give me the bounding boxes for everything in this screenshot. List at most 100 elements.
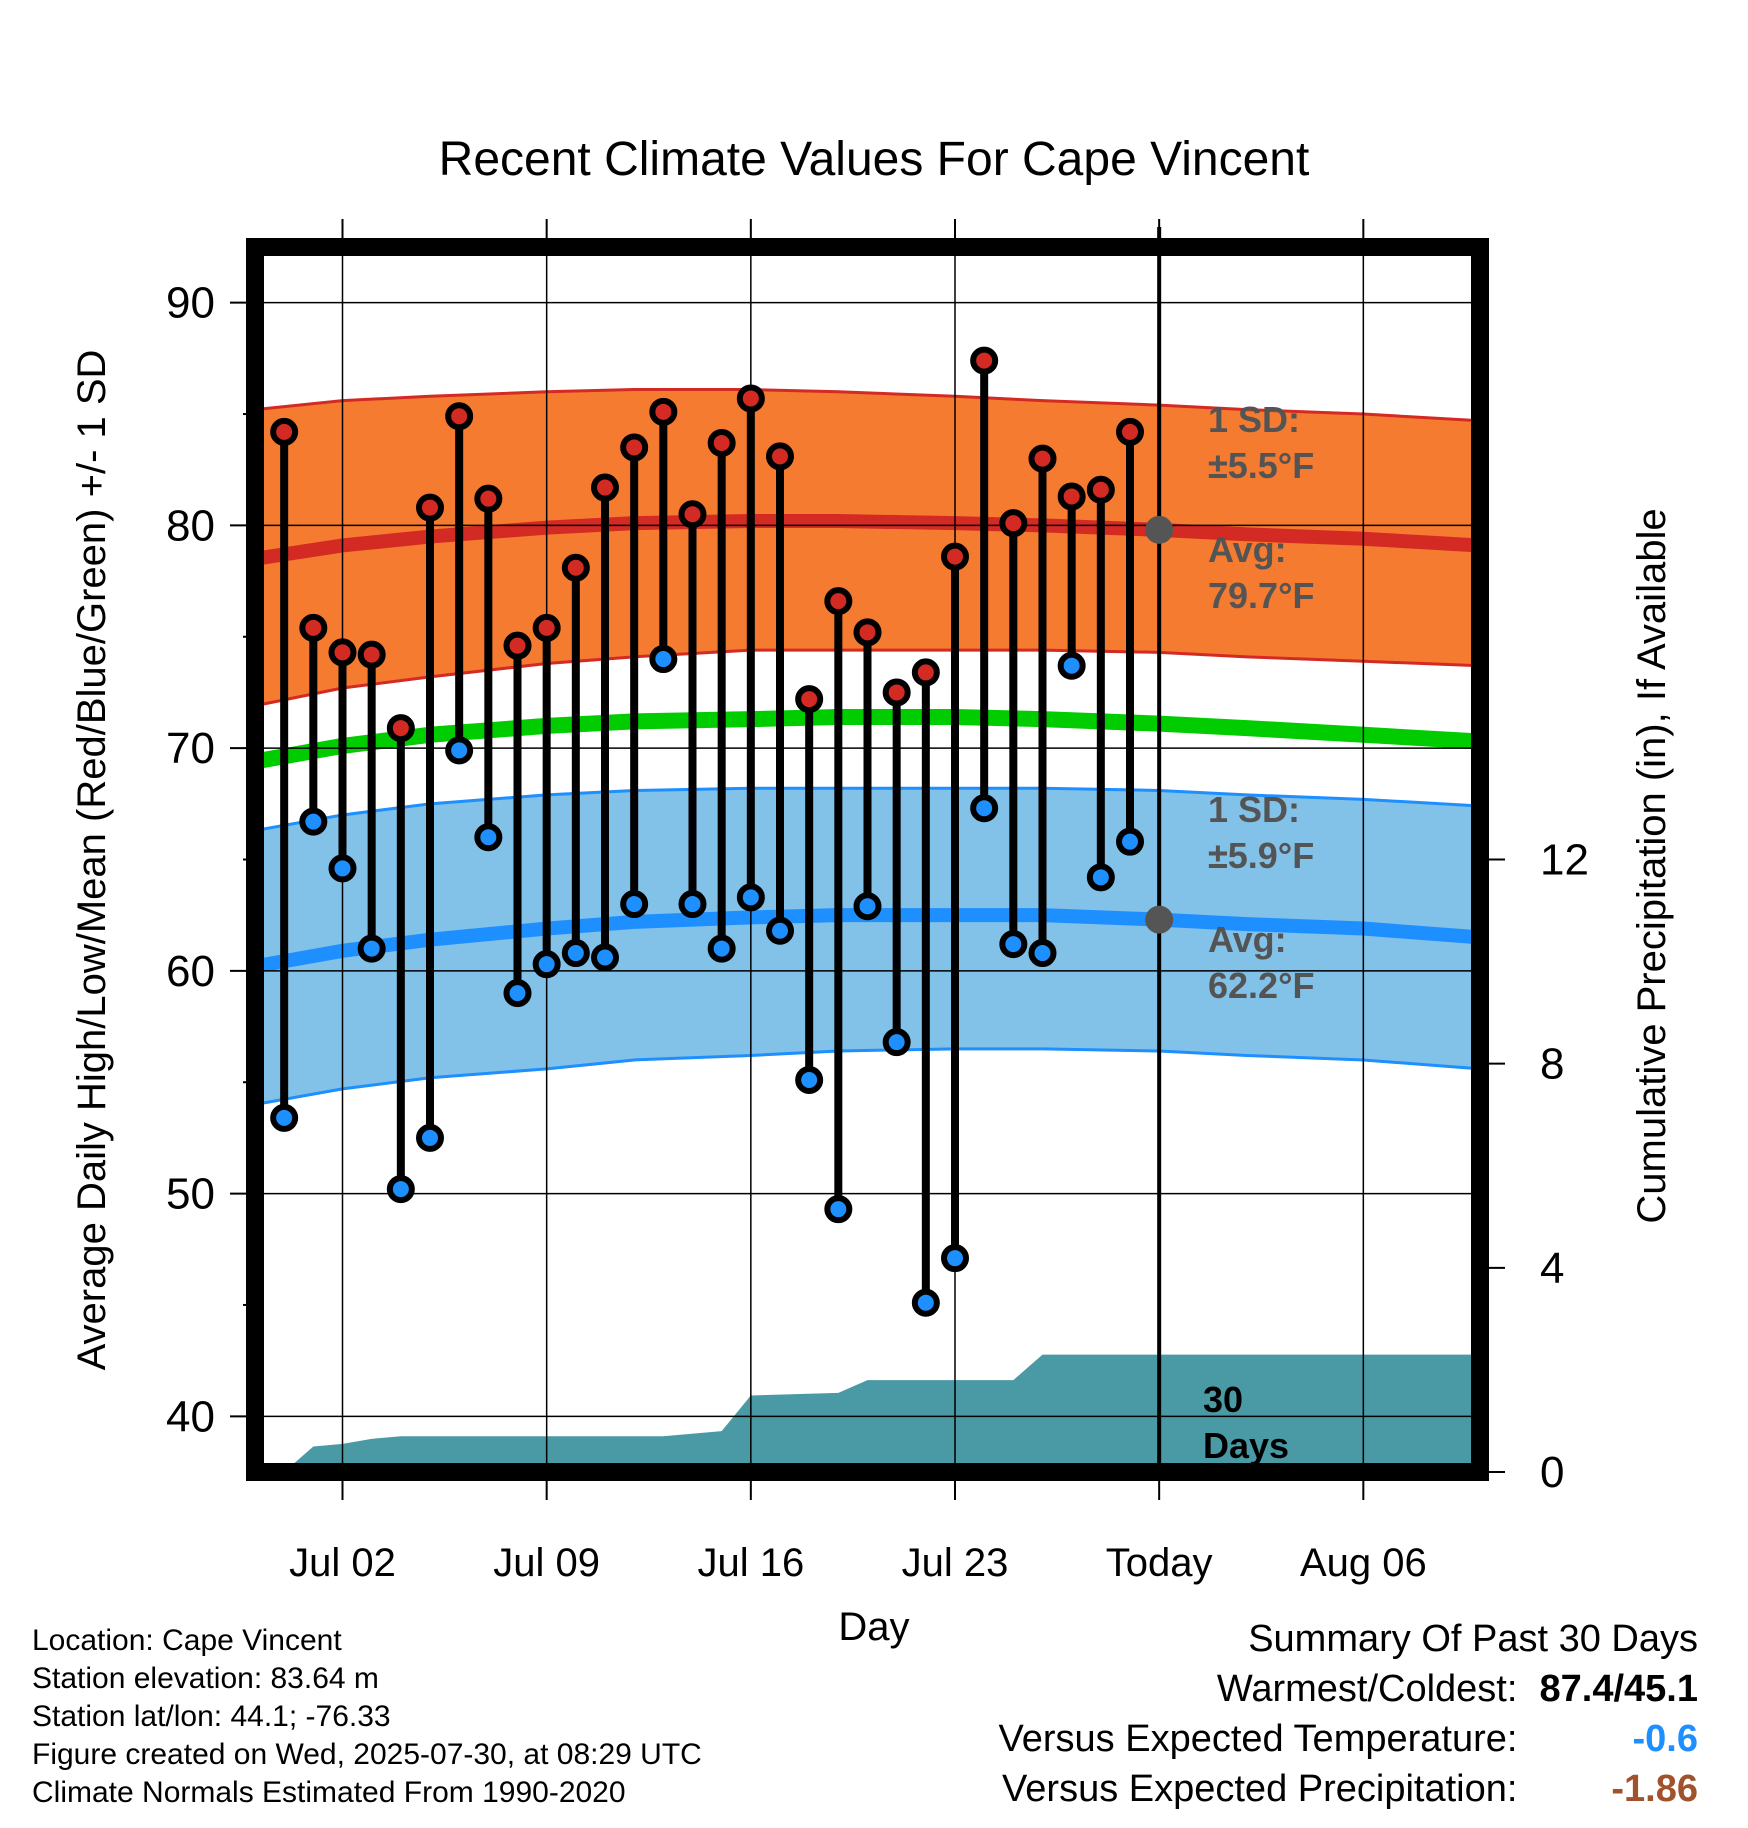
y2-axis-label: Cumulative Precipitation (in), If Availa… xyxy=(1630,508,1674,1223)
obs-low-point xyxy=(328,854,357,883)
obs-high-point xyxy=(853,618,882,647)
annot-high-sd-label: 1 SD: xyxy=(1208,399,1300,440)
obs-low-point xyxy=(1116,827,1144,856)
precip-label-line1: 30 xyxy=(1203,1379,1243,1420)
y-tick-label: 60 xyxy=(166,947,215,996)
precip-label-line2: Days xyxy=(1203,1425,1289,1466)
high-sd-upper-line xyxy=(255,388,1480,423)
obs-high-point xyxy=(1057,482,1086,511)
chart-title: Recent Climate Values For Cape Vincent xyxy=(439,133,1310,186)
obs-low-point xyxy=(591,943,619,972)
obs-low-point xyxy=(270,1103,299,1132)
x-tick-label: Jul 16 xyxy=(697,1541,804,1585)
low-sd-band xyxy=(255,788,1480,1105)
summary-precip-row: Versus Expected Precipitation: -1.86 xyxy=(1002,1768,1698,1811)
station-info: Location: Cape Vincent Station elevation… xyxy=(32,1622,702,1812)
x-tick-label: Aug 06 xyxy=(1300,1541,1427,1585)
obs-low-point xyxy=(766,916,794,945)
annot-low-sd-value: ±5.9°F xyxy=(1208,835,1314,876)
obs-low-point xyxy=(941,1244,969,1273)
obs-low-point xyxy=(707,934,736,963)
latlon-text: Station lat/lon: 44.1; -76.33 xyxy=(32,1700,391,1733)
obs-high-point xyxy=(882,678,911,707)
obs-low-point xyxy=(1057,651,1086,680)
summary-warmest-row: Warmest/Coldest: 87.4/45.1 xyxy=(1217,1668,1698,1711)
obs-high-point xyxy=(620,433,649,462)
plot-area xyxy=(255,247,1480,1472)
obs-high-point xyxy=(795,685,824,714)
annot-low-avg-label: Avg: xyxy=(1208,919,1287,960)
temp-label: Versus Expected Temperature: xyxy=(998,1718,1518,1760)
obs-low-point xyxy=(824,1195,853,1224)
obs-high-point xyxy=(911,658,940,687)
obs-low-point xyxy=(386,1175,415,1204)
obs-low-point xyxy=(853,892,882,921)
y2-tick-label: 0 xyxy=(1540,1448,1564,1497)
obs-high-point xyxy=(707,429,736,457)
obs-low-point xyxy=(299,807,328,836)
obs-high-point xyxy=(970,346,999,375)
y2-tick-label: 12 xyxy=(1540,836,1589,885)
normals-text: Climate Normals Estimated From 1990-2020 xyxy=(32,1776,626,1809)
obs-high-point xyxy=(999,509,1028,538)
annot-low-sd-label: 1 SD: xyxy=(1208,789,1300,830)
obs-low-point xyxy=(882,1028,911,1057)
obs-low-point xyxy=(1086,863,1115,892)
obs-high-point xyxy=(736,384,765,413)
obs-high-point xyxy=(270,417,299,446)
obs-low-point xyxy=(561,939,590,968)
today-avg-low-marker xyxy=(1145,905,1174,934)
y-tick-label: 40 xyxy=(166,1392,215,1441)
today-avg-high-marker xyxy=(1145,515,1174,544)
x-tick-label: Today xyxy=(1106,1541,1213,1585)
annot-high-sd-value: ±5.5°F xyxy=(1208,445,1314,486)
obs-high-point xyxy=(591,473,619,502)
obs-high-point xyxy=(678,500,707,529)
annot-low-avg-value: 62.2°F xyxy=(1208,965,1314,1006)
summary-title: Summary Of Past 30 Days xyxy=(1248,1618,1698,1660)
obs-low-point xyxy=(1028,939,1057,968)
obs-high-point xyxy=(445,402,474,431)
obs-high-point xyxy=(649,397,678,426)
y2-tick-label: 4 xyxy=(1540,1244,1564,1293)
annot-high-avg-value: 79.7°F xyxy=(1208,575,1314,616)
obs-high-point xyxy=(766,442,794,471)
obs-low-point xyxy=(357,934,386,963)
obs-high-point xyxy=(824,587,853,616)
y-tick-label: 80 xyxy=(166,501,215,550)
y-axis-label: Average Daily High/Low/Mean (Red/Blue/Gr… xyxy=(70,350,114,1371)
precip-label: Versus Expected Precipitation: xyxy=(1002,1768,1518,1810)
warmest-value: 87.4/45.1 xyxy=(1539,1668,1698,1710)
high-sd-band xyxy=(255,389,1480,706)
x-tick-label: Jul 02 xyxy=(289,1541,396,1585)
obs-low-point xyxy=(999,930,1028,959)
obs-high-point xyxy=(328,638,357,667)
y-tick-label: 70 xyxy=(166,724,215,773)
location-text: Location: Cape Vincent xyxy=(32,1624,342,1657)
annot-high-avg-label: Avg: xyxy=(1208,529,1287,570)
precip-area xyxy=(255,1354,1480,1472)
obs-low-point xyxy=(678,890,707,919)
obs-high-point xyxy=(416,493,444,522)
created-text: Figure created on Wed, 2025-07-30, at 08… xyxy=(32,1738,702,1771)
y-tick-label: 90 xyxy=(166,279,215,328)
obs-low-point xyxy=(970,794,999,823)
obs-high-point xyxy=(474,484,503,513)
obs-low-point xyxy=(911,1288,940,1317)
obs-high-point xyxy=(1116,417,1144,446)
obs-low-point xyxy=(416,1123,444,1152)
obs-high-point xyxy=(941,542,969,571)
temp-value: -0.6 xyxy=(1632,1718,1698,1760)
precip-value: -1.86 xyxy=(1611,1768,1698,1810)
x-tick-label: Jul 23 xyxy=(902,1541,1009,1585)
x-axis-label: Day xyxy=(838,1605,909,1649)
x-tick-label: Jul 09 xyxy=(493,1541,600,1585)
summary-temp-row: Versus Expected Temperature: -0.6 xyxy=(999,1718,1698,1761)
obs-high-point xyxy=(1086,475,1115,504)
obs-low-point xyxy=(503,979,532,1008)
obs-low-point xyxy=(474,823,503,852)
obs-low-point xyxy=(620,890,649,919)
obs-low-point xyxy=(795,1066,824,1094)
obs-high-point xyxy=(561,553,590,582)
